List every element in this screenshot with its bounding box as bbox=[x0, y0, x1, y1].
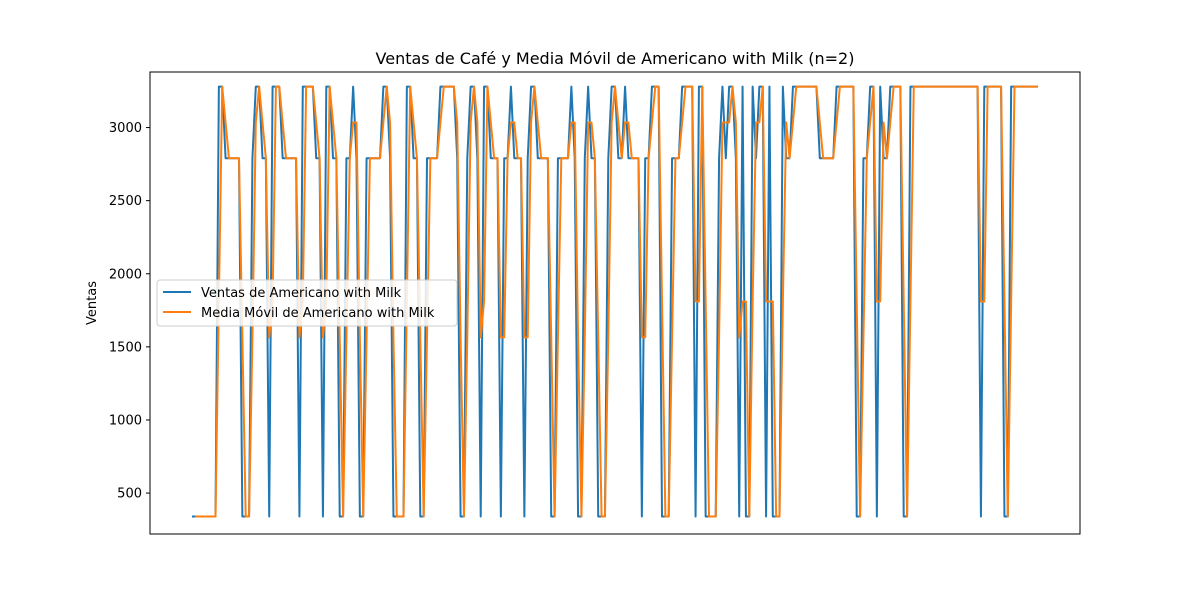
series-line-media-movil bbox=[195, 85, 1038, 518]
legend-label-media-movil: Media Móvil de Americano with Milk bbox=[201, 306, 435, 321]
y-tick-label-2000: 2000 bbox=[109, 267, 142, 282]
y-tick-label-2500: 2500 bbox=[109, 194, 142, 209]
y-axis: 500 1000 1500 2000 2500 3000 bbox=[109, 121, 150, 502]
y-tick-label-500: 500 bbox=[117, 487, 142, 502]
legend-box bbox=[156, 279, 458, 327]
y-tick-label-3000: 3000 bbox=[109, 121, 142, 136]
plot-frame bbox=[149, 71, 1081, 535]
y-tick-label-1500: 1500 bbox=[109, 340, 142, 355]
series-layer bbox=[192, 85, 1038, 518]
chart-title: Ventas de Café y Media Móvil de American… bbox=[376, 49, 855, 68]
legend-label-ventas: Ventas de Americano with Milk bbox=[201, 286, 402, 301]
y-axis-title: Ventas bbox=[85, 281, 100, 325]
legend: Ventas de Americano with Milk Media Móvi… bbox=[156, 279, 458, 327]
y-tick-label-1000: 1000 bbox=[109, 413, 142, 428]
